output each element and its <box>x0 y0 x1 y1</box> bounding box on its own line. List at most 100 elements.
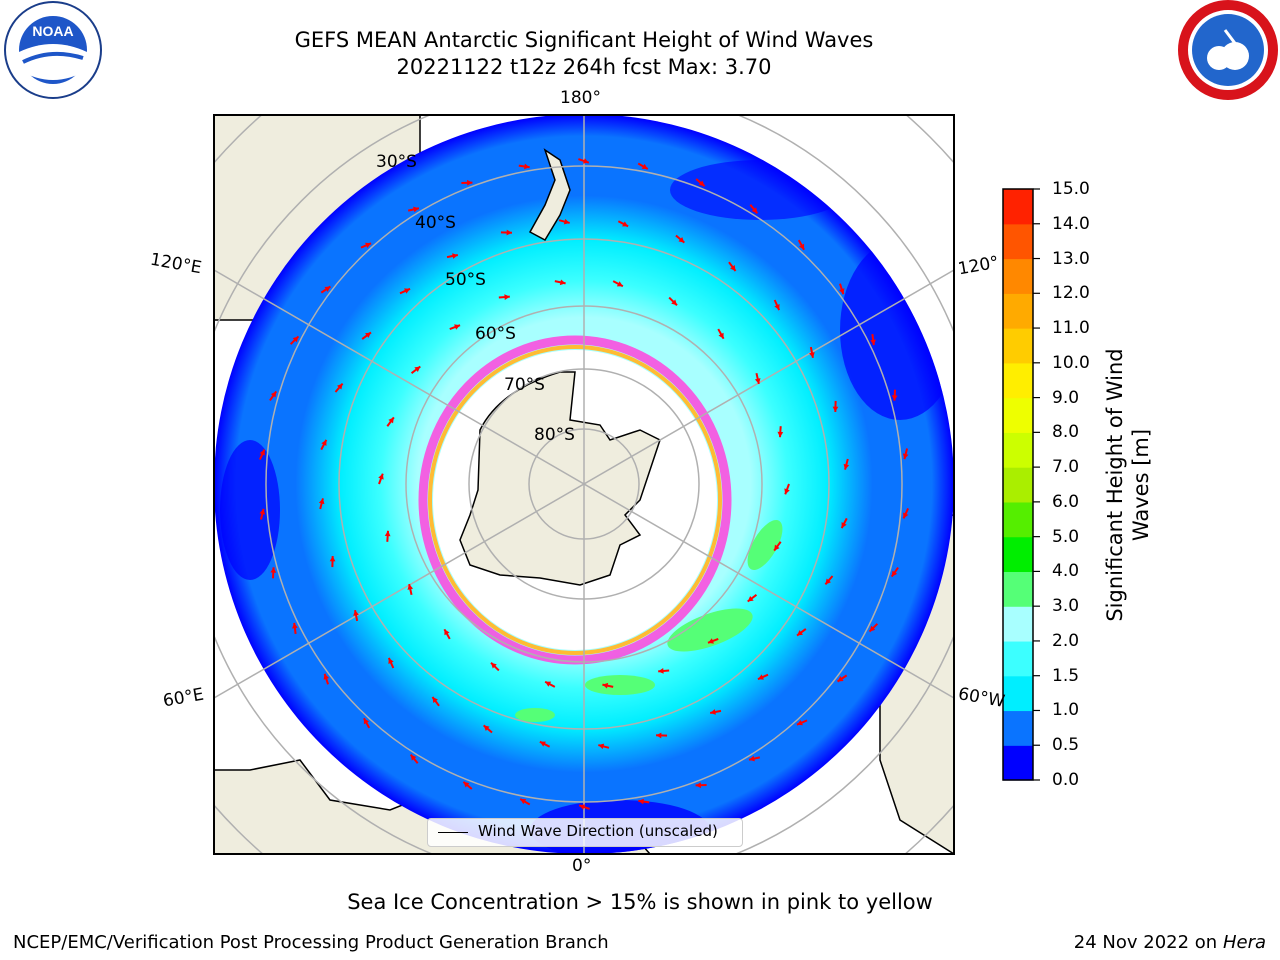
wind-wave-arrowhead <box>292 622 298 629</box>
colorbar-segment <box>1003 432 1033 468</box>
map-legend: Wind Wave Direction (unscaled) <box>427 818 743 847</box>
wind-wave-arrowhead <box>407 584 414 590</box>
wind-wave-arrowhead <box>799 243 805 250</box>
footer-machine: Hera <box>1222 932 1266 953</box>
wind-wave-arrowhead <box>891 570 898 577</box>
wind-wave-arrowhead <box>841 522 847 529</box>
colorbar-tick-label: 6.0 <box>1052 491 1080 512</box>
wind-wave-arrowhead <box>404 288 411 294</box>
wind-wave-arrowhead <box>321 439 327 446</box>
noaa-logo: NOAA <box>4 1 102 99</box>
colorbar-tick-label: 1.5 <box>1052 665 1080 686</box>
wind-wave-arrowhead <box>598 743 605 750</box>
sea-ice-ring-inner <box>428 345 722 655</box>
wind-wave-arrowhead <box>870 339 876 346</box>
colorbar-tick-label: 9.0 <box>1052 387 1080 408</box>
wind-wave-arrowhead <box>837 676 844 682</box>
colorbar-segment <box>1003 501 1033 538</box>
wind-wave-arrowhead <box>388 417 394 424</box>
wind-wave-arrowhead <box>353 610 359 616</box>
wind-wave-arrowhead <box>641 163 648 169</box>
wind-wave-arrowhead <box>869 625 876 632</box>
wind-wave-arrowhead <box>378 473 384 480</box>
footer-date-text: 24 Nov 2022 on <box>1073 932 1218 953</box>
wind-wave-arrowhead <box>452 253 458 259</box>
nws-logo <box>1178 0 1278 100</box>
wind-wave-arrowhead <box>410 754 417 761</box>
colorbar-tick-label: 7.0 <box>1052 457 1080 478</box>
legend-label: Wind Wave Direction (unscaled) <box>478 822 718 840</box>
colorbar-segment <box>1003 293 1033 329</box>
low-wave-patch <box>840 240 954 420</box>
wind-wave-arrowhead <box>559 279 566 286</box>
lat-label-50s: 50°S <box>445 270 486 290</box>
wind-wave-arrowhead <box>539 741 546 747</box>
wind-wave-arrowhead <box>698 180 705 187</box>
wind-wave-arrowhead <box>336 383 343 390</box>
colorbar-tick-label: 0.5 <box>1052 735 1080 756</box>
new-zealand-land <box>528 148 571 241</box>
colorbar-segment <box>1003 710 1033 746</box>
wind-wave-arrowhead <box>707 638 714 644</box>
colorbar-segment <box>1003 189 1033 225</box>
wind-wave-arrowhead <box>638 798 644 805</box>
wind-wave-arrowhead <box>454 324 461 330</box>
colorbar-segment <box>1003 640 1033 677</box>
wind-wave-arrowhead <box>843 463 850 470</box>
colorbar-frame <box>1002 188 1034 781</box>
sea-ice-ring <box>418 335 732 665</box>
wind-wave-arrowhead <box>270 567 277 573</box>
lon-label-0: 0° <box>572 856 592 876</box>
wind-wave-arrowhead <box>259 449 265 456</box>
wind-wave-arrowhead <box>777 431 784 438</box>
moderate-wave-patch <box>667 608 753 652</box>
wind-wave-arrows <box>259 158 909 810</box>
colorbar <box>1003 188 1040 781</box>
wind-wave-arrowhead <box>747 596 754 602</box>
colorbar-segment <box>1003 328 1033 364</box>
wind-wave-arrowhead <box>656 732 662 739</box>
colorbar-segment <box>1003 467 1033 503</box>
wind-wave-arrowhead <box>838 288 845 295</box>
wind-wave-arrowhead <box>432 697 438 703</box>
wind-wave-arrowhead <box>891 395 898 401</box>
colorbar-segment <box>1003 397 1033 433</box>
wind-wave-arrowhead <box>506 229 512 236</box>
wind-wave-arrowhead <box>270 391 277 398</box>
wind-wave-arrowhead <box>388 657 394 664</box>
colorbar-tick-label: 14.0 <box>1052 213 1090 234</box>
wind-wave-arrowhead <box>463 781 470 788</box>
wind-wave-arrowhead <box>602 682 609 689</box>
wind-wave-arrowhead <box>504 294 510 300</box>
chart-subtitle: 20221122 t12z 264h fcst Max: 3.70 <box>396 55 772 79</box>
wind-wave-arrowhead <box>832 406 839 412</box>
moderate-wave-patch <box>585 675 655 695</box>
map-frame <box>213 114 955 855</box>
wind-wave-arrowhead <box>259 508 266 515</box>
wind-wave-arrowhead <box>323 673 330 680</box>
colorbar-tick-label: 5.0 <box>1052 526 1080 547</box>
wind-wave-arrowhead <box>710 709 716 715</box>
wind-wave-arrowhead <box>754 378 761 384</box>
colorbar-tick-label: 3.0 <box>1052 596 1080 617</box>
wind-wave-arrowhead <box>520 799 527 805</box>
wind-wave-arrowhead <box>616 281 623 287</box>
wind-wave-arrowhead <box>363 718 369 725</box>
colorbar-segment <box>1003 258 1033 294</box>
wind-wave-arrowhead <box>444 629 450 636</box>
moderate-wave-patch <box>747 520 783 570</box>
chart-title: GEFS MEAN Antarctic Significant Height o… <box>294 28 874 52</box>
footer-organization: NCEP/EMC/Verification Post Processing Pr… <box>13 932 609 953</box>
wind-wave-arrowhead <box>365 242 372 248</box>
wind-wave-arrowhead <box>524 163 530 170</box>
colorbar-tick-label: 0.0 <box>1052 770 1080 790</box>
wind-wave-arrowhead <box>757 674 764 680</box>
wind-wave-arrowhead <box>413 206 419 213</box>
wind-wave-arrowhead <box>365 332 371 338</box>
lat-label-60s: 60°S <box>475 324 516 344</box>
wind-wave-arrowhead <box>563 218 570 225</box>
colorbar-tick-label: 2.0 <box>1052 630 1080 651</box>
wind-wave-arrowhead <box>329 556 336 562</box>
colorbar-segment <box>1003 536 1033 573</box>
